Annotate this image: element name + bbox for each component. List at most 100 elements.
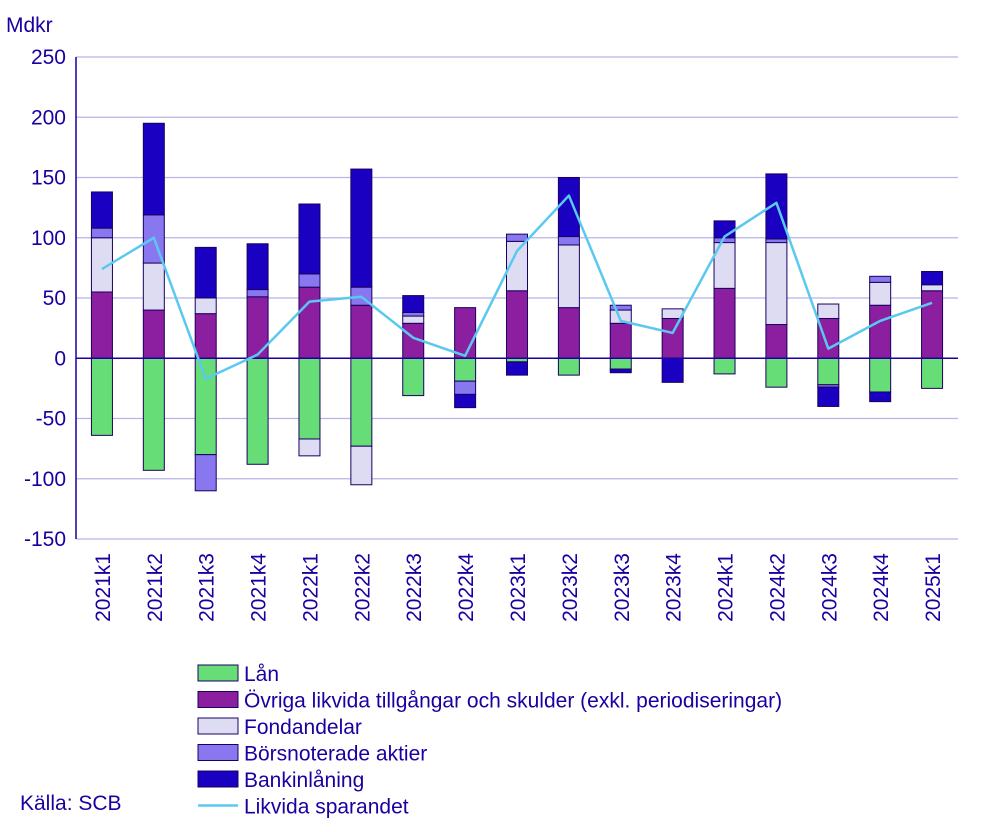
bar-segment: [713, 287, 736, 359]
y-tick-label: -100: [24, 468, 66, 491]
x-tick-label: 2023k4: [663, 553, 686, 622]
bar-segment: [350, 168, 373, 288]
bars: [90, 122, 944, 492]
y-unit-label: Mdkr: [6, 14, 53, 37]
x-tick-label: 2025k1: [922, 553, 945, 622]
line-likvida-sparandet: [101, 194, 933, 380]
bar-segment: [506, 290, 528, 359]
bar-segment: [765, 238, 788, 244]
x-tick-label: 2022k3: [403, 553, 426, 622]
bar-segment: [869, 275, 892, 283]
legend: Lån Övriga likvida tillgångar och skulder…: [197, 663, 782, 819]
x-tick-label: 2022k1: [299, 553, 322, 622]
bar-segment: [454, 357, 477, 382]
legend-label: Börsnoterade aktier: [244, 743, 427, 766]
bar-segment: [609, 304, 632, 311]
bar-segment: [454, 380, 477, 395]
bar-segment: [609, 322, 632, 359]
bar-segment: [661, 317, 684, 359]
x-tick-label: 2024k3: [818, 553, 841, 622]
bar-segment: [90, 191, 113, 229]
bar-segment: [142, 122, 165, 216]
legend-label: Bankinlåning: [244, 769, 364, 792]
x-tick-label: 2021k4: [248, 553, 271, 622]
legend-swatch: [197, 691, 239, 708]
x-tick-label: 2023k2: [559, 553, 582, 622]
bar-segment: [661, 357, 684, 383]
bar-segment: [765, 324, 788, 359]
bar-segment: [817, 357, 840, 386]
y-tick-label: -150: [24, 528, 66, 551]
x-tick-label: 2022k2: [351, 553, 374, 622]
x-tick-label: 2023k3: [611, 553, 634, 622]
bar-segment: [921, 270, 944, 286]
legend-swatch: [197, 717, 239, 735]
x-tick-label: 2024k4: [870, 553, 893, 622]
bar-segment: [609, 368, 632, 374]
y-tick-label: 150: [31, 167, 66, 190]
x-tick-label: 2024k2: [766, 553, 789, 622]
bar-segment: [817, 386, 840, 407]
legend-swatch: [197, 744, 239, 761]
bar-segment: [921, 357, 944, 389]
x-tick-label: 2021k3: [196, 553, 219, 622]
bar-segment: [194, 313, 217, 359]
bar-segment: [194, 246, 217, 299]
bar-segment: [765, 242, 788, 326]
legend-swatch: [197, 664, 239, 682]
bar-segment: [557, 357, 580, 376]
bar-segment: [869, 304, 892, 359]
bar-segment: [506, 233, 528, 242]
bar-segment: [142, 262, 165, 311]
y-tick-label: 250: [31, 46, 66, 69]
bar-segment: [402, 295, 425, 313]
x-tick-label: 2022k4: [455, 553, 478, 622]
bar-segment: [298, 438, 321, 457]
y-tick-label: 50: [43, 287, 66, 310]
bar-segment: [557, 177, 580, 238]
bar-segment: [506, 361, 528, 376]
bar-segment: [90, 227, 113, 239]
bar-segment: [609, 357, 632, 370]
bar-segment: [194, 357, 217, 456]
bar-segment: [817, 303, 840, 319]
bar-segment: [194, 454, 217, 492]
legend-label: Lån: [244, 663, 279, 686]
x-tick-label: 2023k1: [507, 553, 530, 622]
bar-segment: [90, 357, 113, 436]
y-axis: 250 200 150 100 50 0 -50 -100 -150 Mdkr: [6, 14, 77, 551]
y-tick-label: 200: [31, 106, 66, 129]
x-tick-label: 2021k1: [92, 553, 115, 622]
bar-segment: [765, 357, 788, 388]
bar-segment: [142, 357, 165, 471]
bar-segment: [921, 284, 944, 292]
bar-segment: [350, 304, 373, 359]
bar-segment: [142, 309, 165, 359]
y-tick-label: 0: [54, 347, 66, 370]
legend-label: Likvida sparandet: [244, 796, 409, 819]
bar-segment: [454, 393, 477, 409]
bar-segment: [402, 357, 425, 397]
bar-segment: [869, 391, 892, 403]
legend-swatch: [197, 770, 239, 788]
x-axis: 2021k1 2021k2 2021k3 2021k4 2022k1 2022k2 2022…: [92, 553, 945, 622]
bar-segment: [246, 357, 269, 465]
bar-segment: [246, 243, 269, 291]
bar-segment: [402, 311, 425, 317]
bar-segment: [246, 289, 269, 298]
bar-segment: [350, 445, 373, 486]
bar-segment: [454, 307, 477, 359]
bar-segment: [402, 315, 425, 324]
bar-segment: [90, 291, 113, 359]
bar-segment: [350, 357, 373, 447]
bar-segment: [557, 307, 580, 359]
bar-segment: [246, 296, 269, 359]
bar-segment: [713, 357, 736, 375]
bar-segment: [298, 203, 321, 275]
bar-segment: [869, 357, 892, 393]
bar-segment: [298, 357, 321, 440]
bar-segment: [194, 297, 217, 315]
legend-label: Övriga likvida tillgångar och skulder (e…: [244, 690, 782, 713]
x-tick-label: 2024k1: [715, 553, 738, 622]
